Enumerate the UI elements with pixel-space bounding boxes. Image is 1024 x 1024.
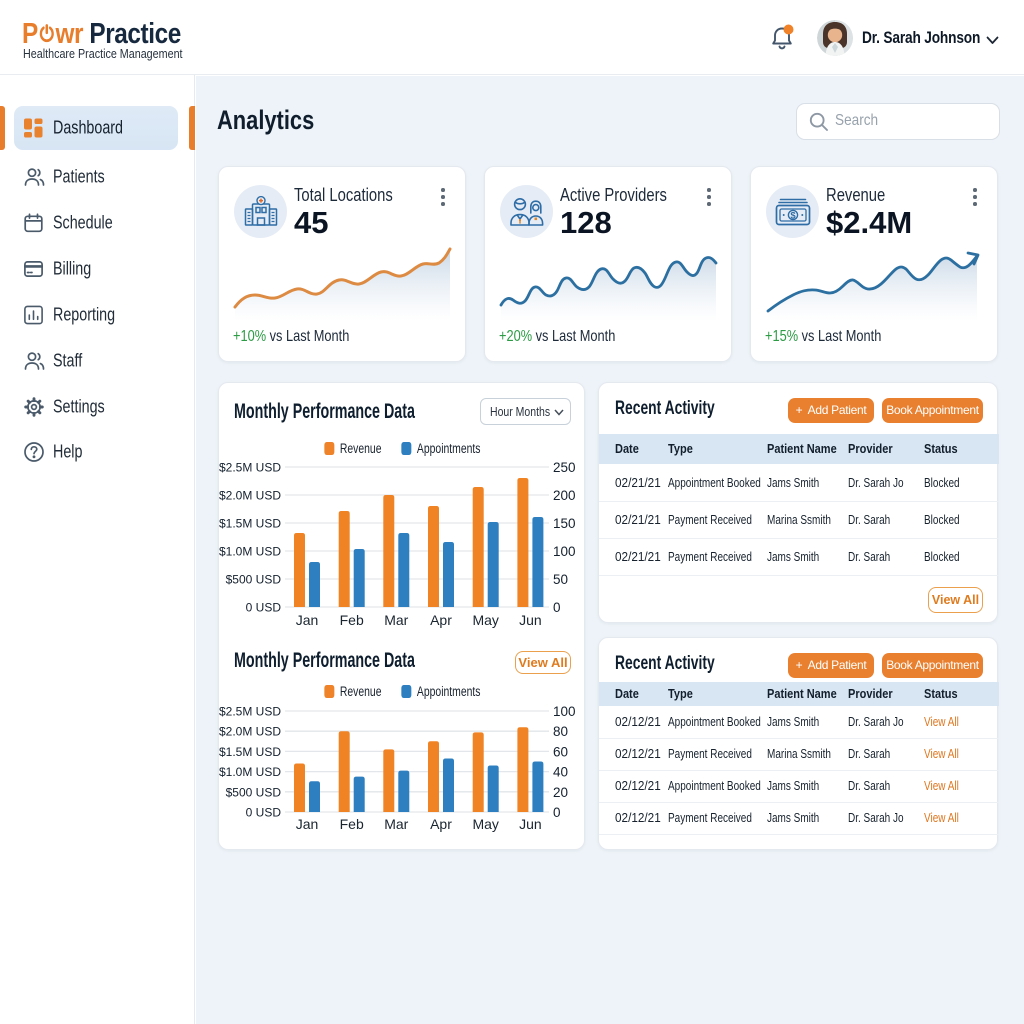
- svg-text:Mar: Mar: [384, 612, 408, 628]
- svg-text:$2.0M USD: $2.0M USD: [219, 489, 281, 503]
- svg-text:Jun: Jun: [519, 816, 542, 832]
- svg-text:150: 150: [553, 516, 576, 531]
- svg-text:$1.0M USD: $1.0M USD: [219, 545, 281, 559]
- svg-text:$2.5M USD: $2.5M USD: [219, 705, 281, 719]
- svg-text:$500 USD: $500 USD: [226, 785, 282, 799]
- svg-text:0 USD: 0 USD: [246, 806, 282, 820]
- svg-text:Jun: Jun: [519, 612, 542, 628]
- svg-text:Apr: Apr: [430, 816, 452, 832]
- svg-text:Feb: Feb: [340, 612, 364, 628]
- svg-text:100: 100: [553, 704, 576, 719]
- svg-text:Apr: Apr: [430, 612, 452, 628]
- svg-text:$: $: [790, 210, 796, 221]
- svg-text:$2.0M USD: $2.0M USD: [219, 725, 281, 739]
- svg-text:$1.5M USD: $1.5M USD: [219, 517, 281, 531]
- svg-text:100: 100: [553, 544, 576, 559]
- svg-text:Jan: Jan: [296, 816, 319, 832]
- svg-text:20: 20: [553, 785, 568, 800]
- svg-text:250: 250: [553, 460, 576, 475]
- svg-text:$2.5M USD: $2.5M USD: [219, 461, 281, 475]
- svg-text:Mar: Mar: [384, 816, 408, 832]
- svg-text:May: May: [472, 816, 498, 832]
- svg-text:50: 50: [553, 572, 568, 587]
- svg-text:$500 USD: $500 USD: [226, 573, 282, 587]
- svg-text:60: 60: [553, 744, 568, 759]
- svg-text:$1.5M USD: $1.5M USD: [219, 745, 281, 759]
- svg-text:0 USD: 0 USD: [246, 601, 282, 615]
- svg-text:Feb: Feb: [340, 816, 364, 832]
- svg-text:$1.0M USD: $1.0M USD: [219, 765, 281, 779]
- svg-text:40: 40: [553, 765, 568, 780]
- svg-text:0: 0: [553, 600, 561, 615]
- svg-text:80: 80: [553, 724, 568, 739]
- svg-text:May: May: [472, 612, 498, 628]
- svg-text:0: 0: [553, 805, 561, 820]
- svg-text:200: 200: [553, 488, 576, 503]
- svg-text:Jan: Jan: [296, 612, 319, 628]
